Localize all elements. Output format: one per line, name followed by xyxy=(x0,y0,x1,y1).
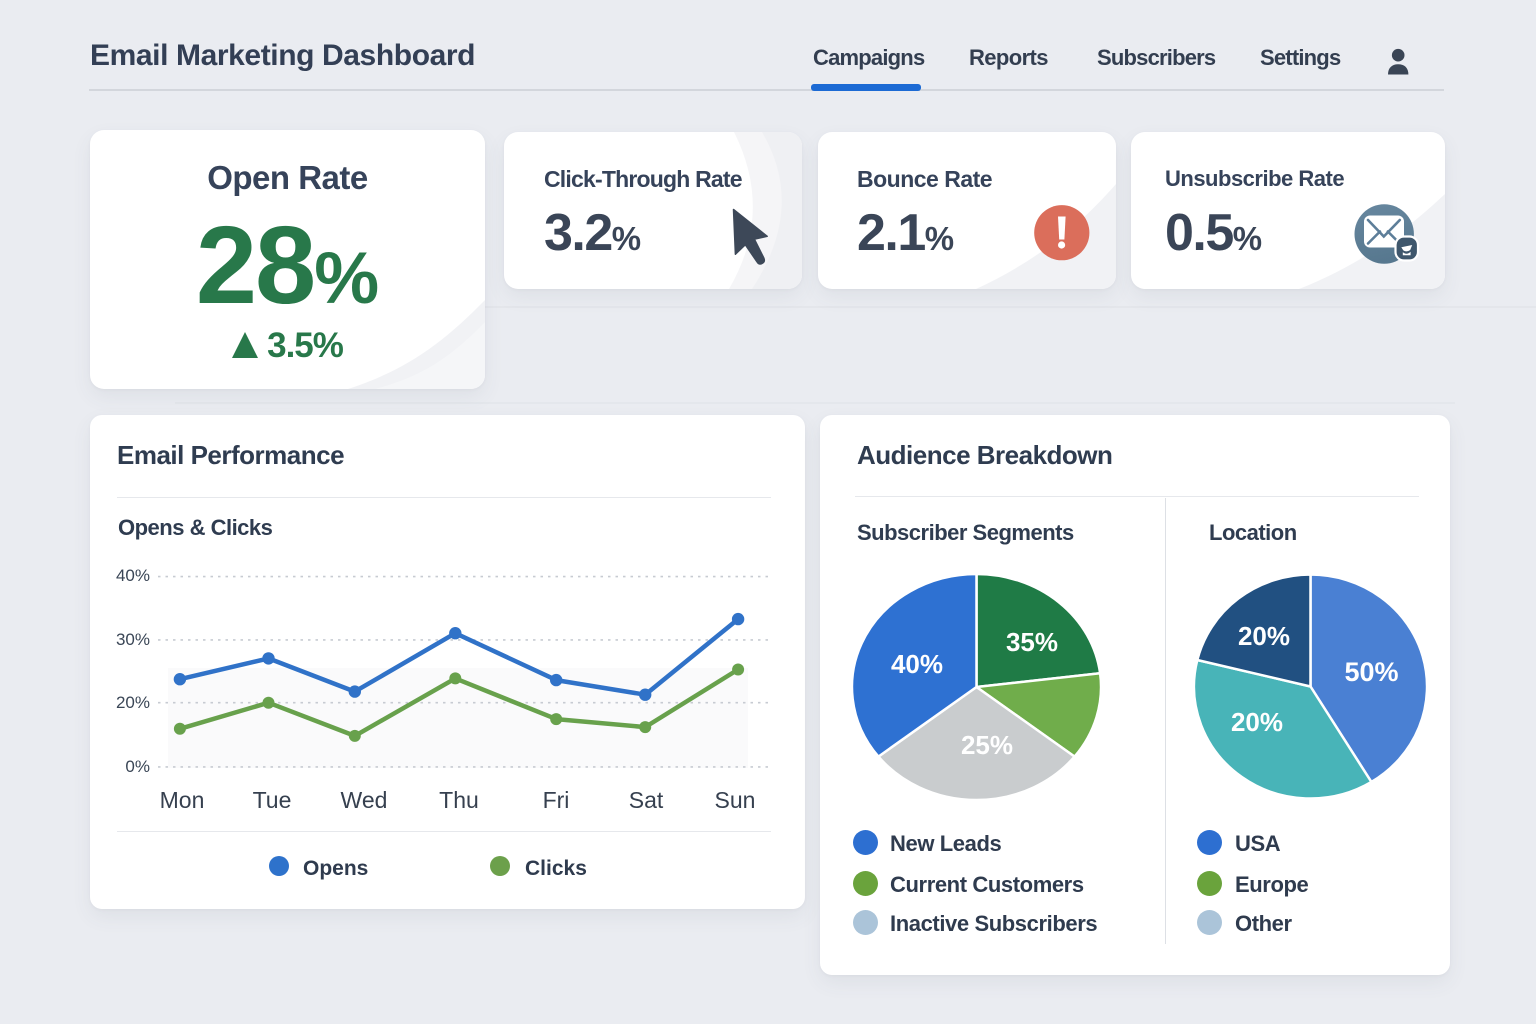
svg-text:20%: 20% xyxy=(1238,621,1290,651)
svg-text:40%: 40% xyxy=(891,649,943,679)
svg-text:35%: 35% xyxy=(1006,627,1058,657)
svg-text:50%: 50% xyxy=(1344,657,1398,687)
svg-text:20%: 20% xyxy=(1231,707,1283,737)
svg-text:25%: 25% xyxy=(961,730,1013,760)
